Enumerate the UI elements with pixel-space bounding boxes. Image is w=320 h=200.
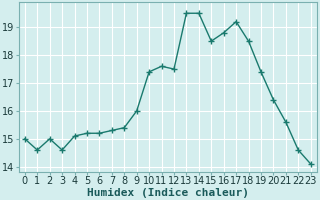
- X-axis label: Humidex (Indice chaleur): Humidex (Indice chaleur): [87, 188, 249, 198]
